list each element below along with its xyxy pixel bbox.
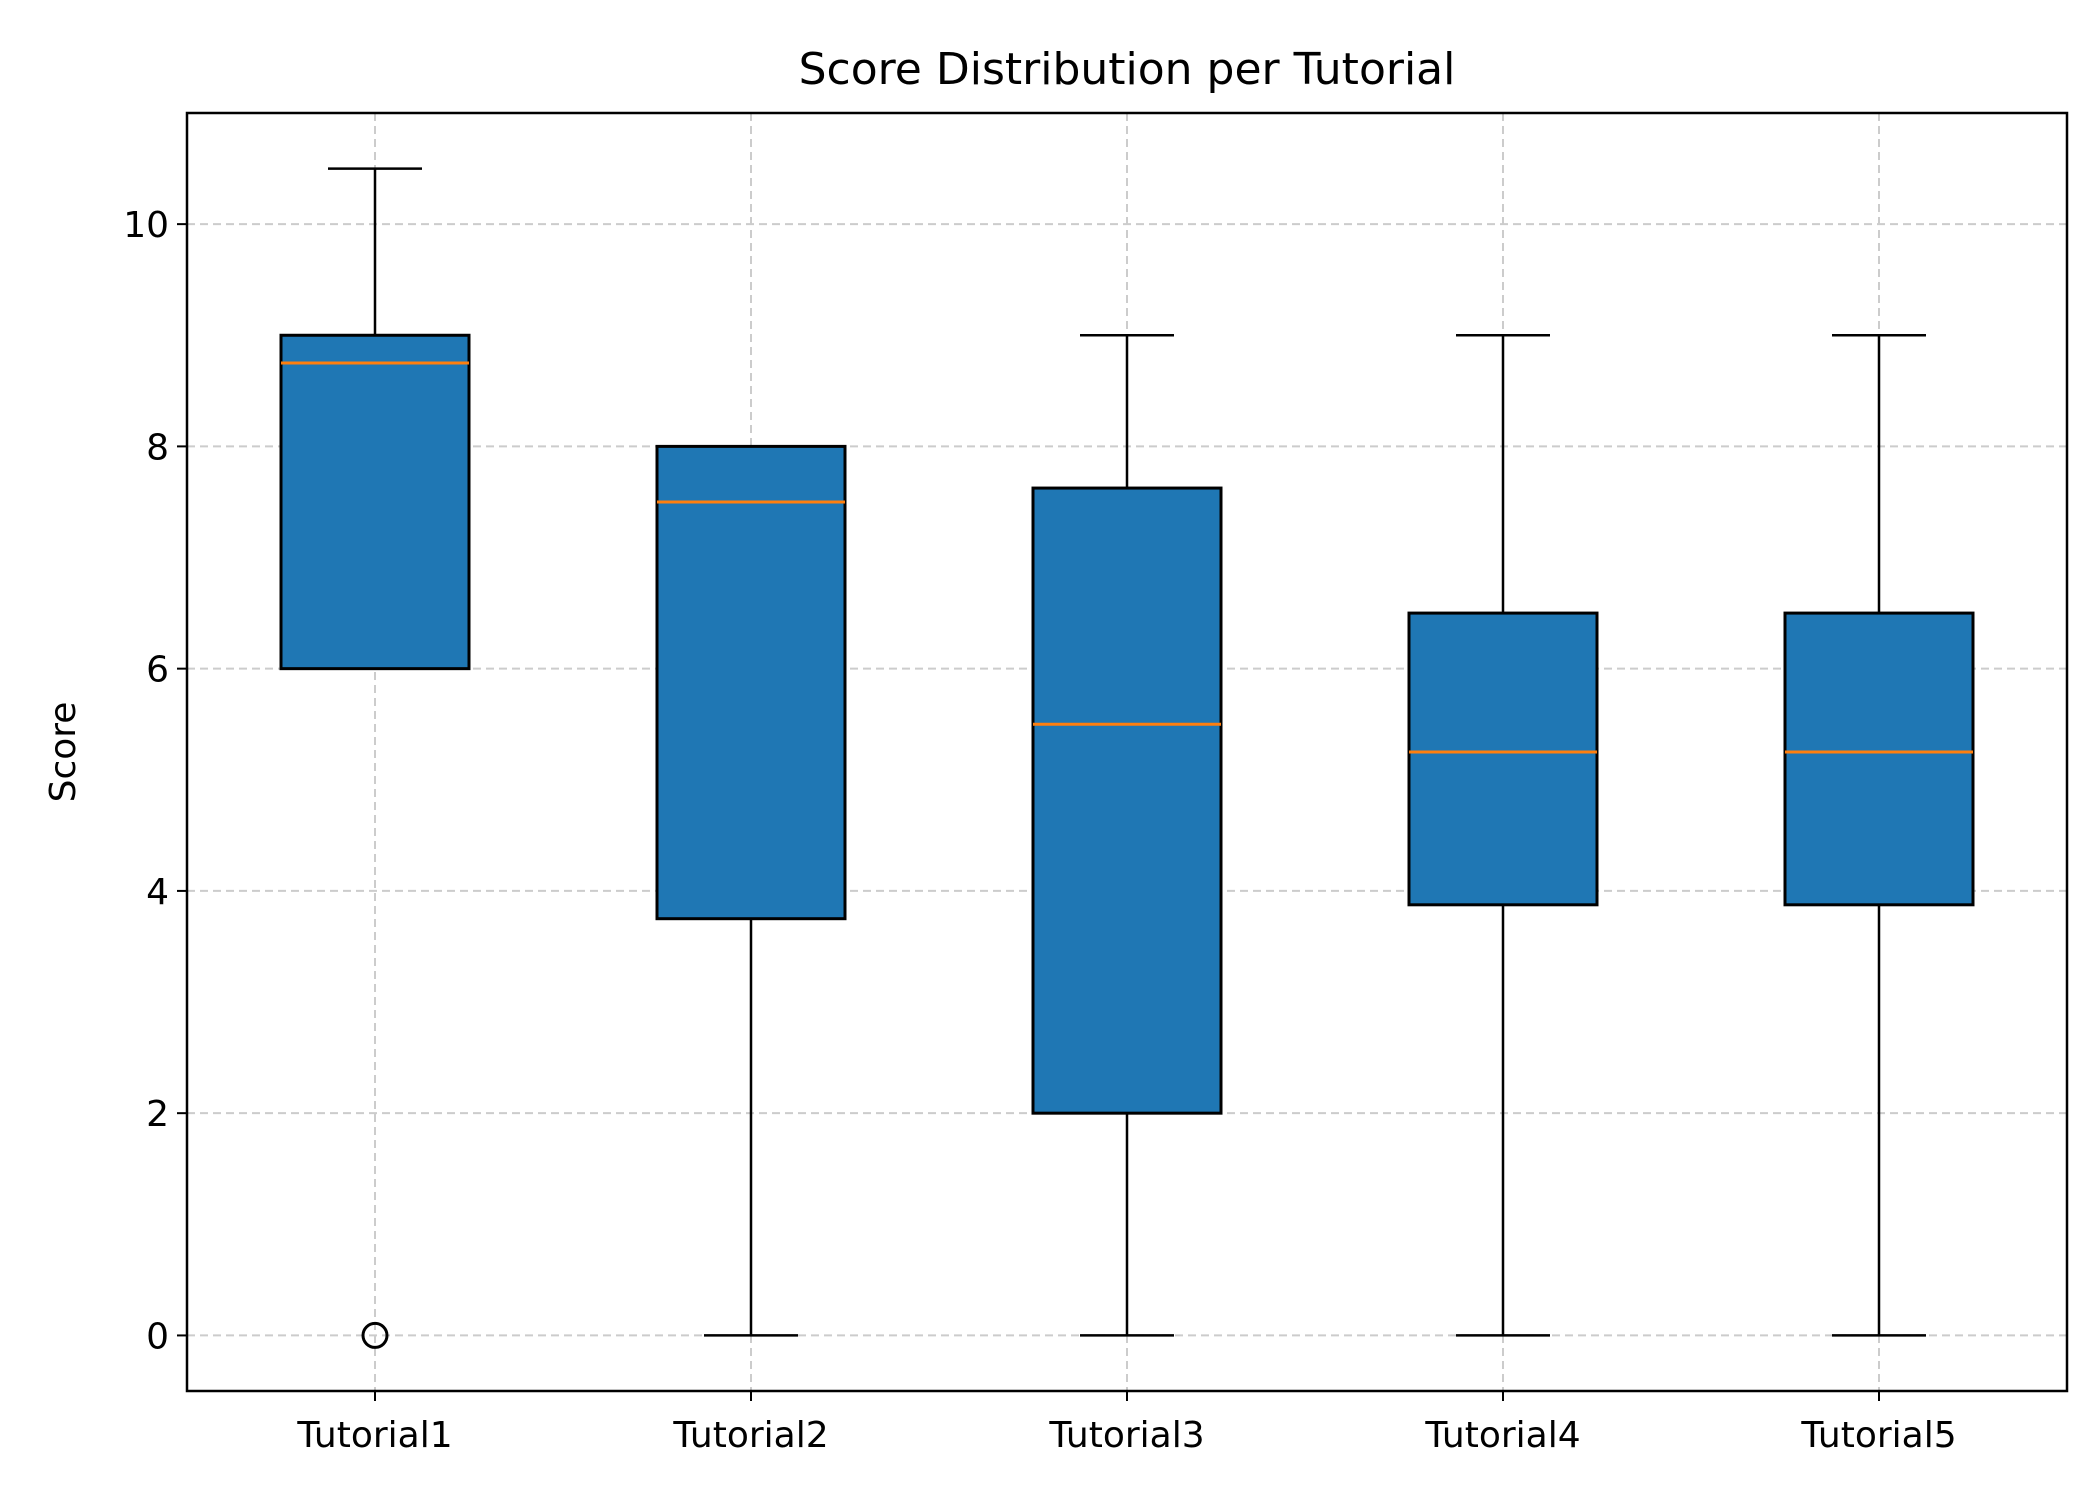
box-body (279, 333, 471, 671)
y-tick-label: 10 (123, 205, 169, 246)
box-body (1407, 611, 1599, 907)
box-Tutorial2 (655, 444, 847, 1337)
box-body (655, 444, 847, 921)
axes: 0 2 4 6 8 10 Tutorial1 Tutorial2 Tutorial3 Tutori… (123, 205, 1956, 1456)
box-Tutorial3 (1031, 334, 1223, 1337)
boxes (279, 167, 1975, 1349)
y-tick-label: 0 (146, 1316, 169, 1357)
outlier-point (361, 1321, 389, 1349)
y-tick-label: 2 (146, 1094, 169, 1135)
x-tick-label: Tutorial1 (296, 1415, 452, 1456)
box-Tutorial4 (1407, 334, 1599, 1337)
x-tick-label: Tutorial5 (1800, 1415, 1956, 1456)
box-Tutorial5 (1783, 334, 1975, 1337)
x-tick-label: Tutorial3 (1048, 1415, 1204, 1456)
box-Tutorial1 (279, 167, 471, 1349)
x-tick-label: Tutorial4 (1424, 1415, 1580, 1456)
y-tick-label: 6 (146, 650, 169, 691)
y-tick-label: 4 (146, 872, 169, 913)
x-tick-label: Tutorial2 (672, 1415, 828, 1456)
chart-title: Score Distribution per Tutorial (799, 44, 1456, 95)
box-body (1031, 486, 1223, 1115)
box-body (1783, 611, 1975, 907)
y-axis-label: Score (43, 702, 84, 803)
y-tick-label: 8 (146, 427, 169, 468)
